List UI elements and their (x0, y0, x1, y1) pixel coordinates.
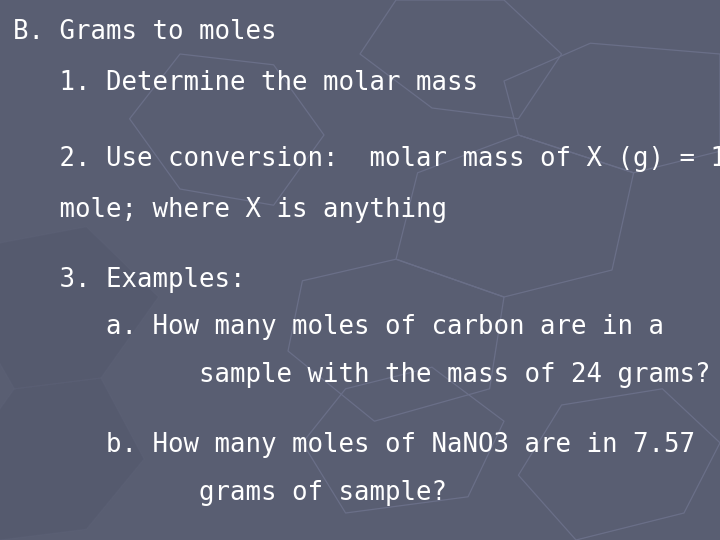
Text: B. Grams to moles: B. Grams to moles (13, 19, 276, 45)
Text: 3. Examples:: 3. Examples: (13, 267, 246, 293)
Text: a. How many moles of carbon are in a: a. How many moles of carbon are in a (13, 314, 664, 340)
Text: b. How many moles of NaNO3 are in 7.57: b. How many moles of NaNO3 are in 7.57 (13, 432, 695, 458)
Text: mole; where X is anything: mole; where X is anything (13, 197, 447, 223)
Text: grams of sample?: grams of sample? (13, 480, 447, 505)
Text: 1. Determine the molar mass: 1. Determine the molar mass (13, 70, 478, 96)
Text: sample with the mass of 24 grams?: sample with the mass of 24 grams? (13, 362, 711, 388)
Text: 2. Use conversion:  molar mass of X (g) = 1: 2. Use conversion: molar mass of X (g) =… (13, 146, 720, 172)
